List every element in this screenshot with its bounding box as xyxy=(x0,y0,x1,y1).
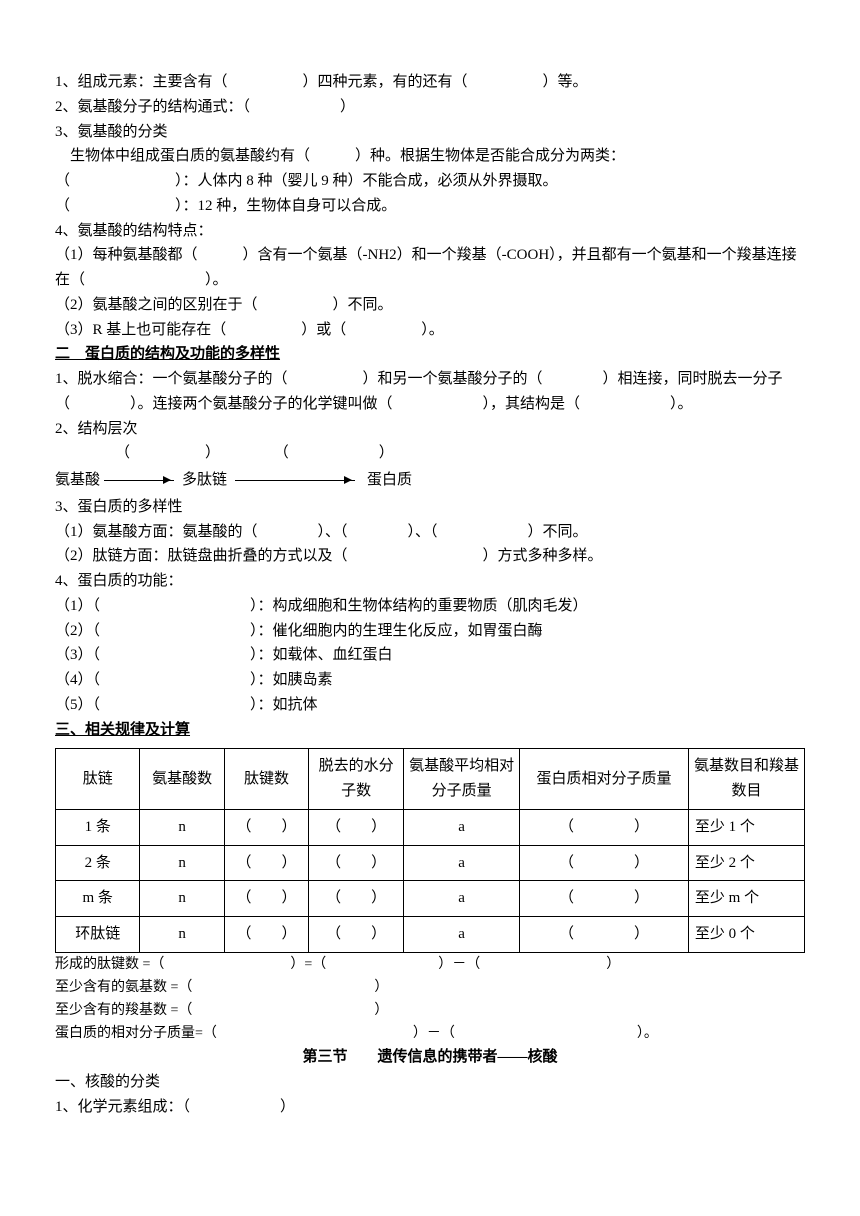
section-heading: 三、相关规律及计算 xyxy=(55,718,805,743)
text-line: 2、结构层次 xyxy=(55,417,805,442)
text-line: 2、氨基酸分子的结构通式：（ ） xyxy=(55,95,805,120)
table-cell: （ ） xyxy=(520,845,689,881)
text-line: 至少含有的羧基数 =（ ） xyxy=(55,999,805,1022)
table-cell: （ ） xyxy=(224,809,308,845)
table-cell: （ ） xyxy=(224,845,308,881)
table-cell: n xyxy=(140,881,224,917)
table-cell: 至少 2 个 xyxy=(688,845,804,881)
text-line: 3、蛋白质的多样性 xyxy=(55,495,805,520)
table-header-row: 肽链 氨基酸数 肽键数 脱去的水分子数 氨基酸平均相对分子质量 蛋白质相对分子质… xyxy=(56,749,805,810)
table-cell: 2 条 xyxy=(56,845,140,881)
text-line: （3）（ ）：如载体、血红蛋白 xyxy=(55,643,805,668)
table-cell: 至少 m 个 xyxy=(688,881,804,917)
text-line: （1）氨基酸方面：氨基酸的（ ）、（ ）、（ ）不同。 xyxy=(55,520,805,545)
table-cell: a xyxy=(404,845,520,881)
section-heading: 二 蛋白质的结构及功能的多样性 xyxy=(55,342,805,367)
table-cell: a xyxy=(404,881,520,917)
text-line: 形成的肽键数 =（ ）=（ ）－（ ） xyxy=(55,953,805,976)
node-protein: 蛋白质 xyxy=(359,468,412,493)
text-line: （ ）：12 种，生物体自身可以合成。 xyxy=(55,194,805,219)
text-line: （ ）：人体内 8 种（婴儿 9 种）不能合成，必须从外界摄取。 xyxy=(55,169,805,194)
text-line: （1）每种氨基酸都（ ）含有一个氨基（-NH2）和一个羧基（-COOH），并且都… xyxy=(55,243,805,293)
table-cell: a xyxy=(404,809,520,845)
arrow-icon xyxy=(235,480,355,481)
text-line: 蛋白质的相对分子质量=（ ）－（ ）。 xyxy=(55,1022,805,1045)
table-header: 脱去的水分子数 xyxy=(309,749,404,810)
table-cell: （ ） xyxy=(520,809,689,845)
table-header: 肽键数 xyxy=(224,749,308,810)
table-row: 2 条 n （ ） （ ） a （ ） 至少 2 个 xyxy=(56,845,805,881)
flow-diagram: 氨基酸 多肽链 蛋白质 xyxy=(55,468,805,493)
table-cell: n xyxy=(140,845,224,881)
node-amino-acid: 氨基酸 xyxy=(55,468,100,493)
text-line: 1、脱水缩合：一个氨基酸分子的（ ）和另一个氨基酸分子的（ ）相连接，同时脱去一… xyxy=(55,367,805,417)
table-header: 氨基酸平均相对分子质量 xyxy=(404,749,520,810)
table-cell: （ ） xyxy=(224,917,308,953)
table-cell: m 条 xyxy=(56,881,140,917)
diagram-labels-above: （ ） （ ） xyxy=(55,441,805,466)
text-line: 4、氨基酸的结构特点： xyxy=(55,219,805,244)
table-row: m 条 n （ ） （ ） a （ ） 至少 m 个 xyxy=(56,881,805,917)
calculation-table: 肽链 氨基酸数 肽键数 脱去的水分子数 氨基酸平均相对分子质量 蛋白质相对分子质… xyxy=(55,748,805,953)
text-line: （1）（ ）：构成细胞和生物体结构的重要物质（肌肉毛发） xyxy=(55,594,805,619)
table-cell: （ ） xyxy=(520,881,689,917)
text-line: 生物体中组成蛋白质的氨基酸约有（ ）种。根据生物体是否能合成分为两类： xyxy=(55,144,805,169)
text-line: （4）（ ）：如胰岛素 xyxy=(55,668,805,693)
text-line: 至少含有的氨基数 =（ ） xyxy=(55,976,805,999)
text-line: 1、化学元素组成：（ ） xyxy=(55,1095,805,1120)
table-cell: （ ） xyxy=(520,917,689,953)
text-line: 一、核酸的分类 xyxy=(55,1070,805,1095)
table-cell: （ ） xyxy=(309,809,404,845)
text-line: （3）R 基上也可能存在（ ）或（ ）。 xyxy=(55,318,805,343)
table-header: 氨基酸数 xyxy=(140,749,224,810)
table-cell: 至少 1 个 xyxy=(688,809,804,845)
table-cell: （ ） xyxy=(309,917,404,953)
blank-label: （ ） xyxy=(115,445,220,461)
text-line: （5）（ ）：如抗体 xyxy=(55,693,805,718)
text-line: 1、组成元素：主要含有（ ）四种元素，有的还有（ ）等。 xyxy=(55,70,805,95)
blank-label: （ ） xyxy=(224,445,394,461)
table-cell: （ ） xyxy=(309,881,404,917)
table-cell: a xyxy=(404,917,520,953)
table-header: 蛋白质相对分子质量 xyxy=(520,749,689,810)
text-line: 3、氨基酸的分类 xyxy=(55,120,805,145)
table-header: 氨基数目和羧基数目 xyxy=(688,749,804,810)
table-cell: 1 条 xyxy=(56,809,140,845)
table-header: 肽链 xyxy=(56,749,140,810)
table-cell: （ ） xyxy=(309,845,404,881)
node-polypeptide: 多肽链 xyxy=(178,468,231,493)
table-row: 1 条 n （ ） （ ） a （ ） 至少 1 个 xyxy=(56,809,805,845)
table-row: 环肽链 n （ ） （ ） a （ ） 至少 0 个 xyxy=(56,917,805,953)
text-line: 4、蛋白质的功能： xyxy=(55,569,805,594)
text-line: （2）氨基酸之间的区别在于（ ）不同。 xyxy=(55,293,805,318)
text-line: （2）（ ）：催化细胞内的生理生化反应，如胃蛋白酶 xyxy=(55,619,805,644)
table-cell: n xyxy=(140,917,224,953)
table-cell: 至少 0 个 xyxy=(688,917,804,953)
chapter-title: 第三节 遗传信息的携带者——核酸 xyxy=(55,1045,805,1070)
arrow-icon xyxy=(104,480,174,481)
table-cell: （ ） xyxy=(224,881,308,917)
table-cell: 环肽链 xyxy=(56,917,140,953)
table-cell: n xyxy=(140,809,224,845)
text-line: （2）肽链方面：肽链盘曲折叠的方式以及（ ）方式多种多样。 xyxy=(55,544,805,569)
